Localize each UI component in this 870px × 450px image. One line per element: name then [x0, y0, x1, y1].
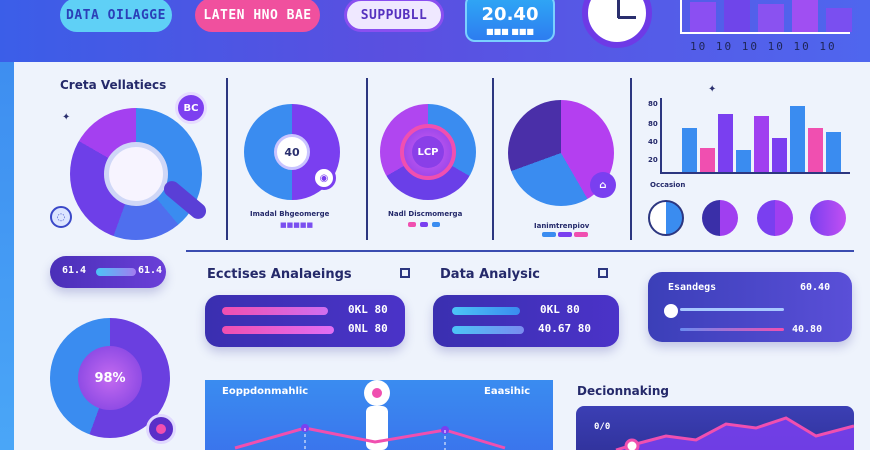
data-track-1: [452, 307, 520, 315]
slider-track-2[interactable]: [680, 328, 784, 331]
data-analysis-card[interactable]: [433, 295, 619, 347]
donut-1-caption: Imadal Bhgeomerge: [250, 210, 330, 218]
record-icon: [146, 414, 176, 444]
left-accent-strip: [0, 62, 14, 450]
analytics-track-1: [222, 307, 328, 315]
donut-3-caption: Ianimtrenpiov: [534, 222, 590, 230]
bottom-line-chart: [234, 424, 506, 450]
data-track-2: [452, 326, 524, 334]
slider-track-1[interactable]: [680, 308, 784, 311]
decision-making-title: Decionnaking: [577, 384, 669, 398]
stat-sublabel: ■■■ ■■■: [486, 27, 534, 36]
creta-vellatiecs-title: Creta Vellatiecs: [60, 78, 167, 92]
split-circle-icon: [702, 200, 738, 236]
analytics-title: Ecctises Analaeings: [207, 267, 352, 282]
y-tick: 20: [648, 156, 658, 164]
donut-1-center: 40: [274, 134, 310, 170]
pin-icon[interactable]: [364, 380, 390, 406]
slider-knob[interactable]: [664, 304, 678, 318]
separator: [226, 78, 228, 240]
donut-2-center: LCP: [412, 136, 444, 168]
laten-hno-bae-button[interactable]: LATEN HNO BAE: [195, 0, 320, 32]
stat-value: 20.40: [481, 4, 539, 25]
left-progress-track: [96, 268, 136, 276]
separator: [186, 250, 854, 252]
sparkle-icon: ✦: [62, 112, 71, 123]
analytics-card[interactable]: [205, 295, 405, 347]
bar-chart-xlabel: Occasion: [650, 181, 686, 189]
decision-area-chart: [615, 416, 854, 450]
right-bar-chart: [660, 98, 850, 174]
y-tick: 80: [648, 100, 658, 108]
donut-2-caption: Nadl Discmomerga: [388, 210, 463, 218]
analytics-value-2: 0NL 80: [348, 322, 388, 335]
suppubll-button[interactable]: SUPPUBLL: [344, 0, 444, 32]
analytics-value-1: 0KL 80: [348, 303, 388, 316]
chart-icon: ⌂: [590, 172, 616, 198]
separator: [630, 78, 632, 240]
decision-axis-value: 0/0: [594, 422, 611, 432]
esandegs-value-top: 60.40: [800, 282, 831, 293]
magnifier-lens-icon: [104, 142, 168, 206]
separator: [366, 78, 368, 240]
data-value-1: 0KL 80: [540, 303, 580, 316]
stat-card[interactable]: 20.40 ■■■ ■■■: [465, 0, 555, 42]
donut-3-legend: [542, 232, 588, 237]
donut-2-legend: [408, 222, 440, 227]
circle-icon: [810, 200, 846, 236]
badge-bc: BC: [175, 92, 207, 124]
percent-donut-value: 98%: [78, 346, 142, 410]
half-pie-icon: [648, 200, 684, 236]
pointer-hand: [366, 406, 388, 450]
split-circle-icon: [757, 200, 793, 236]
top-bar-chart: [680, 0, 852, 34]
esandegs-value-bottom: 40.80: [792, 324, 823, 335]
y-tick: 80: [648, 120, 658, 128]
separator: [492, 78, 494, 240]
bottom-right-title: Eaasihic: [484, 386, 531, 397]
bottom-left-title: Eoppdonmahlic: [222, 386, 309, 397]
sparkle-icon: ✦: [708, 84, 717, 95]
checkbox[interactable]: [400, 268, 410, 278]
donut-1-badge-icon: ◉: [312, 166, 336, 190]
data-analysis-title: Data Analysic: [440, 267, 540, 282]
top-chart-ticks: 10 10 10 10 10 10: [690, 40, 837, 53]
left-progress-label: 61.4: [62, 265, 87, 276]
data-value-2: 40.67 80: [538, 322, 591, 335]
analytics-track-2: [222, 326, 334, 334]
data-oilagge-button[interactable]: DATA OILAGGE: [60, 0, 172, 32]
donut-2-center-ring: LCP: [400, 124, 456, 180]
donut-1-sub: ■■■■■: [280, 221, 314, 229]
esandegs-title: Esandegs: [668, 282, 717, 293]
y-tick: 40: [648, 138, 658, 146]
checkbox[interactable]: [598, 268, 608, 278]
small-info-icon: ◌: [50, 206, 72, 228]
left-progress-value: 61.4: [138, 265, 163, 276]
